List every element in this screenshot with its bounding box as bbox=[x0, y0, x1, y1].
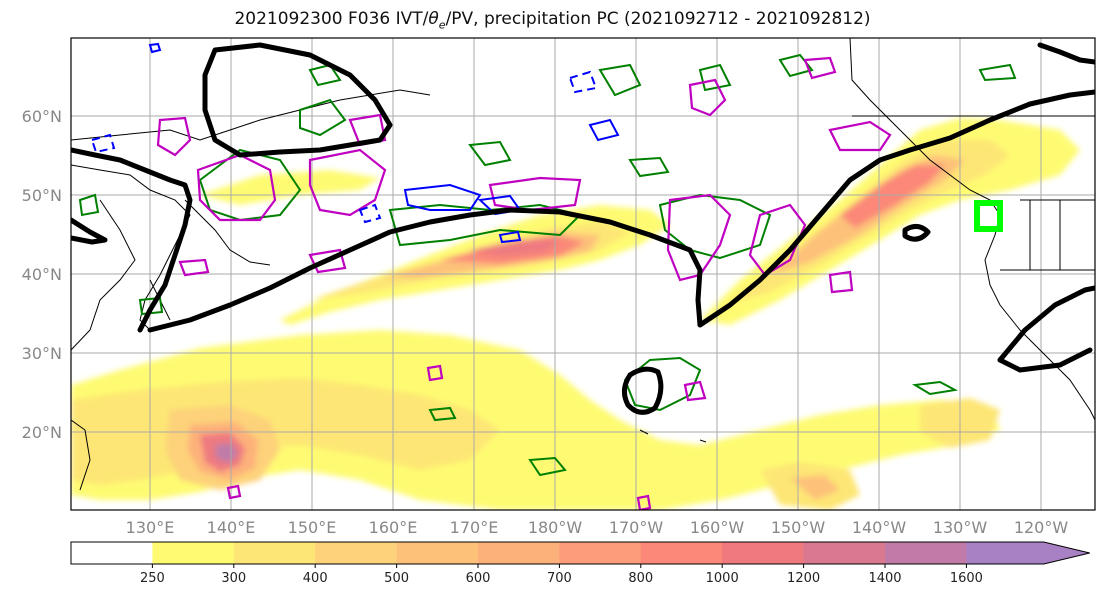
colorbar-segment bbox=[396, 542, 479, 564]
colorbar-tick-label: 500 bbox=[384, 571, 409, 586]
title-theta-sub: e bbox=[438, 18, 446, 32]
colorbar-tick-label: 1400 bbox=[868, 571, 901, 586]
title-prefix: 2021092300 F036 IVT/ bbox=[234, 9, 429, 29]
lon-label: 130°W bbox=[933, 518, 988, 537]
colorbar-segment bbox=[152, 542, 235, 564]
colorbar-tick-label: 1200 bbox=[787, 571, 820, 586]
lat-label: 50°N bbox=[22, 186, 62, 205]
title-suffix: /PV, precipitation PC (2021092712 - 2021… bbox=[445, 9, 871, 29]
lon-label: 120°W bbox=[1014, 518, 1069, 537]
colorbar-tick-label: 700 bbox=[547, 571, 572, 586]
lon-label: 140°W bbox=[852, 518, 907, 537]
lon-label: 180°W bbox=[528, 518, 583, 537]
colorbar-segment bbox=[315, 542, 398, 564]
colorbar-tick-label: 1000 bbox=[706, 571, 739, 586]
map-frame bbox=[70, 37, 1096, 511]
target-region-box bbox=[974, 200, 1003, 232]
title-theta: θ bbox=[428, 9, 439, 29]
colorbar-segment bbox=[233, 542, 316, 564]
colorbar-tick-label: 1600 bbox=[950, 571, 983, 586]
colorbar: 250 300 400 500 600 700 800 1000 1200 1400 1600 bbox=[70, 541, 1090, 586]
colorbar-tick-label: 600 bbox=[466, 571, 491, 586]
colorbar-segment bbox=[885, 542, 967, 564]
lon-labels: 130°E 140°E 150°E 160°E 170°E 180°W 170°… bbox=[126, 518, 1069, 537]
negative-contours bbox=[90, 42, 620, 244]
colorbar-segment bbox=[559, 542, 642, 564]
colorbar-outline bbox=[70, 541, 1090, 565]
colorbar-tick-label: 250 bbox=[140, 571, 165, 586]
pv-contours bbox=[156, 56, 892, 510]
ivt-contours bbox=[71, 42, 1095, 415]
lon-label: 170°E bbox=[450, 518, 499, 537]
lat-label: 30°N bbox=[22, 344, 62, 363]
map-title: 2021092300 F036 IVT/θe/PV, precipitation… bbox=[0, 9, 1105, 31]
lon-label: 160°E bbox=[369, 518, 418, 537]
lat-label: 60°N bbox=[22, 107, 62, 126]
colorbar-segment bbox=[478, 542, 560, 564]
colorbar-segment bbox=[803, 542, 886, 564]
graticule bbox=[71, 38, 1095, 510]
lat-labels: 60°N 50°N 40°N 30°N 20°N bbox=[22, 107, 62, 442]
map-area bbox=[71, 38, 1095, 510]
colorbar-tick-label: 800 bbox=[628, 571, 653, 586]
colorbar-segment bbox=[966, 542, 1090, 564]
lon-label: 160°W bbox=[690, 518, 745, 537]
colorbar-segment bbox=[71, 542, 153, 564]
lat-label: 20°N bbox=[22, 423, 62, 442]
colorbar-segment bbox=[640, 542, 723, 564]
lon-label: 170°W bbox=[609, 518, 664, 537]
colorbar-tick-label: 300 bbox=[221, 571, 246, 586]
theta-e-contours bbox=[78, 53, 1017, 477]
lon-label: 150°E bbox=[288, 518, 337, 537]
colorbar-tick-label: 400 bbox=[303, 571, 328, 586]
lat-label: 40°N bbox=[22, 265, 62, 284]
colorbar-segment bbox=[722, 542, 805, 564]
lon-label: 130°E bbox=[126, 518, 175, 537]
lon-label: 150°W bbox=[771, 518, 826, 537]
lon-label: 140°E bbox=[207, 518, 256, 537]
